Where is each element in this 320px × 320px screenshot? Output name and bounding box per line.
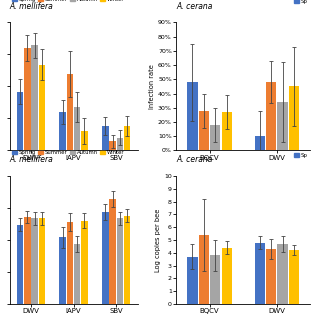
Bar	[24, 48, 31, 150]
Bar	[31, 45, 38, 150]
Text: A. mellifera: A. mellifera	[10, 2, 53, 11]
Bar	[277, 244, 288, 304]
Legend: Sp: Sp	[292, 0, 310, 6]
Bar	[102, 212, 109, 304]
Bar	[60, 112, 66, 150]
Bar	[277, 102, 288, 150]
Bar	[221, 112, 232, 150]
Bar	[254, 243, 265, 304]
Bar	[81, 221, 88, 304]
Bar	[210, 255, 220, 304]
Bar	[199, 111, 209, 150]
Bar	[254, 136, 265, 150]
Bar	[67, 222, 73, 304]
Bar	[221, 248, 232, 304]
Bar	[210, 125, 220, 150]
Bar	[187, 82, 198, 150]
Bar	[38, 218, 45, 304]
Bar	[102, 126, 109, 150]
Bar	[17, 92, 23, 150]
Legend: Sp: Sp	[292, 151, 310, 160]
Bar	[116, 218, 123, 304]
Bar	[109, 199, 116, 304]
Text: A. cerana: A. cerana	[176, 155, 212, 164]
Bar	[124, 216, 131, 304]
Text: A. mellifera: A. mellifera	[10, 155, 53, 164]
Bar	[60, 237, 66, 304]
Bar	[67, 74, 73, 150]
Bar	[289, 86, 299, 150]
Bar	[17, 225, 23, 304]
Bar	[124, 126, 131, 150]
Bar	[199, 235, 209, 304]
Bar	[187, 257, 198, 304]
Bar	[24, 217, 31, 304]
Bar	[116, 138, 123, 150]
Y-axis label: Infection rate: Infection rate	[149, 64, 155, 109]
Bar	[38, 65, 45, 150]
Bar	[266, 249, 276, 304]
Bar	[109, 141, 116, 150]
Bar	[74, 244, 81, 304]
Bar	[74, 107, 81, 150]
Legend: Spring, Summer, Autumn, Winter: Spring, Summer, Autumn, Winter	[12, 150, 124, 156]
Bar	[266, 82, 276, 150]
Bar	[81, 131, 88, 150]
Legend: Spring, Summer, Autumn, Winter: Spring, Summer, Autumn, Winter	[12, 0, 124, 2]
Text: A. cerana: A. cerana	[176, 2, 212, 11]
Y-axis label: Log copies per bee: Log copies per bee	[155, 208, 161, 272]
Bar	[289, 250, 299, 304]
Bar	[31, 218, 38, 304]
